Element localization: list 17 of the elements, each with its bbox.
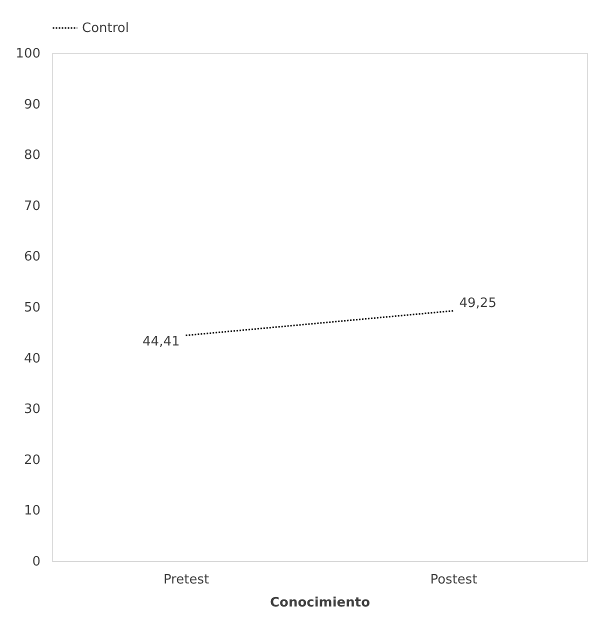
y-tick-label: 20 [24,452,40,468]
x-tick-label: Pretest [163,572,210,588]
y-tick-label: 30 [24,402,40,418]
data-label: 44,41 [142,334,180,350]
y-tick-label: 40 [24,351,40,366]
y-tick-label: 60 [24,250,40,265]
y-tick-label: 90 [24,97,40,112]
y-tick-label: 0 [32,554,40,570]
y-tick-label: 80 [24,148,40,164]
x-tick-label: Postest [430,572,478,588]
y-tick-label: 50 [24,300,40,316]
x-axis-title: Conocimiento [270,596,370,610]
y-tick-label: 10 [24,504,40,519]
y-tick-label: 70 [24,198,40,214]
y-tick-label: 100 [16,46,40,62]
legend-label: Control [82,21,129,36]
data-label: 49,25 [459,296,496,311]
